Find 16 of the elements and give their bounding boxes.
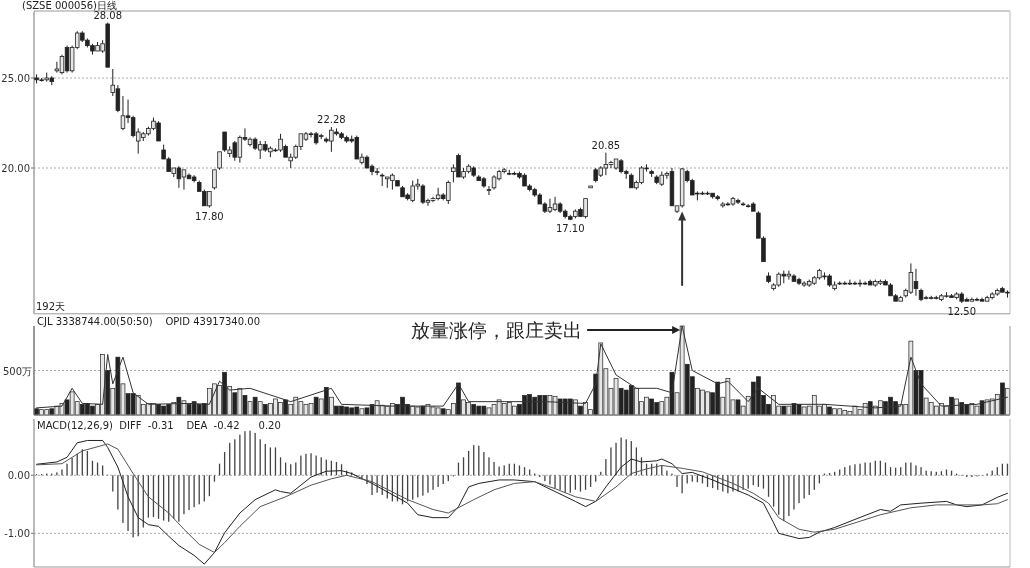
annotation: 放量涨停，跟庄卖出 <box>411 319 583 341</box>
y-tick-label: -1.00 <box>4 528 30 540</box>
annotation: 17.80 <box>195 210 224 222</box>
annotation: 28.08 <box>93 9 123 21</box>
annotation: 22.28 <box>317 113 346 125</box>
chart-title: MACD(12,26,9) DIFF -0.31 DEA -0.42 0.20 <box>37 420 281 431</box>
chart-subtitle: CJL 3338744.00(50:50) OPID 43917340.00 <box>37 316 260 327</box>
annotation: 192天 <box>36 300 66 312</box>
annotation: 17.10 <box>555 223 585 235</box>
chart-title: (SZSE 000056)日线 <box>22 0 118 11</box>
ref-line-label: 500万 <box>2 365 32 377</box>
y-tick-label: 25.00 <box>1 73 30 84</box>
y-tick-label: 0.00 <box>7 470 30 482</box>
annotation: 20.85 <box>591 139 621 151</box>
annotation: 12.50 <box>947 306 977 317</box>
y-tick-label: 20.00 <box>1 163 30 174</box>
